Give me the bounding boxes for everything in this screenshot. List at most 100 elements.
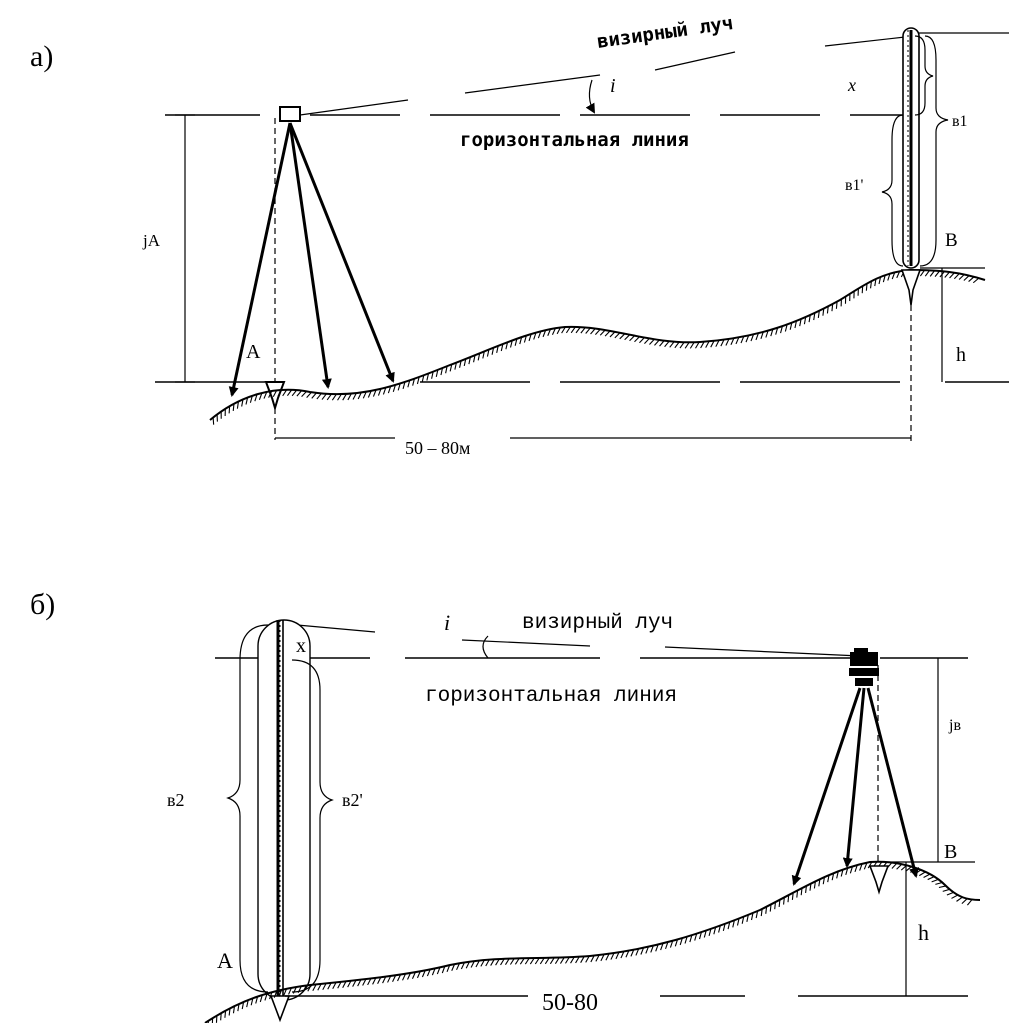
ground-hatch-stroke — [625, 950, 630, 958]
ground-hatch-stroke — [787, 894, 790, 903]
ground-hatch-stroke — [496, 345, 499, 353]
panel-a-ground-surface — [209, 268, 986, 421]
ground-hatch-stroke — [800, 887, 803, 896]
ground-hatch-stroke — [650, 945, 654, 953]
ground-hatch-stroke — [456, 963, 461, 971]
ground-hatch-stroke — [609, 331, 616, 338]
ground-hatch-stroke — [700, 341, 705, 349]
panel-a-h-label: h — [956, 344, 966, 366]
panel-a-tripod — [228, 118, 395, 440]
panel-b-ground-hatching — [207, 861, 973, 1023]
ground-hatch-stroke — [942, 888, 950, 892]
ground-hatch-stroke — [590, 328, 596, 335]
ground-hatch-stroke — [495, 958, 500, 966]
ground-hatch-stroke — [392, 384, 396, 392]
ground-hatch-stroke — [645, 946, 649, 954]
ground-hatch-stroke — [750, 334, 755, 342]
ground-hatch-stroke — [561, 326, 566, 334]
ground-hatch-stroke — [924, 270, 930, 277]
ground-hatch-stroke — [826, 306, 829, 314]
ground-hatch-stroke — [473, 355, 476, 363]
ground-hatch-stroke — [808, 314, 811, 323]
ground-hatch-stroke — [519, 336, 523, 345]
ground-hatch-stroke — [865, 283, 868, 291]
ground-hatch-stroke — [679, 937, 683, 946]
panel-a-ground-hatching — [212, 269, 980, 425]
panel-b-distance-label: 50-80 — [542, 990, 598, 1016]
ground-hatch-stroke — [818, 879, 821, 887]
ground-hatch-stroke — [254, 394, 258, 402]
ground-hatch-stroke — [727, 921, 731, 930]
panel-b-b2-prime-label: в2' — [342, 790, 363, 810]
ground-hatch-stroke — [337, 393, 342, 401]
ground-hatch-stroke — [509, 958, 515, 965]
ground-hatch-stroke — [946, 891, 954, 896]
ground-hatch-stroke — [796, 890, 799, 898]
ground-hatch-stroke — [931, 878, 939, 883]
panel-b-b2-label: в2 — [167, 790, 185, 810]
ground-hatch-stroke — [347, 980, 352, 988]
ground-hatch-stroke — [958, 274, 965, 280]
panel-a-sight-ray — [299, 32, 1009, 116]
ground-hatch-stroke — [505, 342, 509, 350]
panel-b-point-a: A — [217, 948, 233, 973]
ground-hatch-stroke — [392, 975, 397, 982]
ground-hatch-stroke — [966, 899, 973, 906]
ground-hatch-stroke — [725, 338, 730, 346]
ground-hatch-stroke — [867, 861, 873, 869]
ground-hatch-stroke — [720, 339, 725, 347]
ground-hatch-stroke — [440, 367, 444, 376]
ground-hatch-stroke — [580, 327, 586, 334]
ground-hatch-stroke — [524, 957, 530, 965]
ground-hatch-stroke — [232, 403, 235, 411]
ground-hatch-stroke — [874, 278, 877, 287]
ground-hatch-stroke — [283, 988, 288, 996]
ground-hatch-stroke — [620, 951, 625, 959]
ground-hatch-stroke — [446, 964, 451, 972]
ground-hatch-stroke — [695, 341, 700, 349]
ground-hatch-stroke — [854, 864, 858, 873]
ground-hatch-stroke — [595, 954, 600, 962]
ground-hatch-stroke — [630, 949, 635, 957]
ground-hatch-stroke — [956, 896, 963, 902]
ground-hatch-stroke — [445, 366, 448, 374]
panel-b-peg-a — [269, 995, 291, 1023]
ground-hatch-stroke — [755, 910, 759, 919]
ground-hatch-stroke — [342, 393, 347, 401]
ground-hatch-stroke — [549, 957, 555, 965]
ground-hatch-stroke — [255, 996, 259, 1004]
ground-hatch-stroke — [416, 376, 420, 385]
ground-hatch-stroke — [624, 334, 631, 341]
panel-b-brace-b2-prime — [291, 659, 334, 993]
ground-hatch-stroke — [927, 876, 935, 881]
ground-hatch-stroke — [891, 272, 896, 280]
panel-b-h-dim — [880, 861, 975, 996]
ground-hatch-stroke — [416, 971, 421, 979]
ground-hatch-stroke — [863, 862, 868, 870]
ground-hatch-stroke — [212, 417, 215, 425]
ground-hatch-stroke — [311, 392, 317, 399]
ground-hatch-stroke — [805, 885, 807, 893]
ground-hatch-stroke — [357, 979, 362, 987]
ground-hatch-stroke — [554, 957, 560, 964]
ground-hatch-stroke — [537, 331, 542, 339]
ground-hatch-stroke — [529, 957, 535, 965]
ground-hatch-stroke — [259, 994, 263, 1003]
ground-hatch-stroke — [317, 983, 322, 991]
ground-hatch-stroke — [367, 390, 372, 398]
ground-hatch-stroke — [372, 389, 377, 397]
ground-hatch-stroke — [934, 270, 940, 277]
panel-b: б) i визирный луч горизонтальная линия — [30, 588, 981, 1023]
ground-hatch-stroke — [468, 356, 471, 365]
ground-hatch-stroke — [465, 961, 470, 969]
panel-a-angle-arc — [585, 79, 595, 114]
ground-hatch-stroke — [302, 985, 307, 993]
panel-a-brace-b1-prime — [881, 114, 904, 267]
ground-hatch-stroke — [783, 897, 785, 905]
ground-hatch-stroke — [237, 1003, 240, 1012]
ground-hatch-stroke — [659, 340, 665, 347]
ground-hatch-stroke — [460, 962, 465, 970]
ground-hatch-stroke — [402, 973, 407, 981]
ground-hatch-stroke — [382, 387, 387, 395]
ground-hatch-stroke — [740, 336, 745, 344]
